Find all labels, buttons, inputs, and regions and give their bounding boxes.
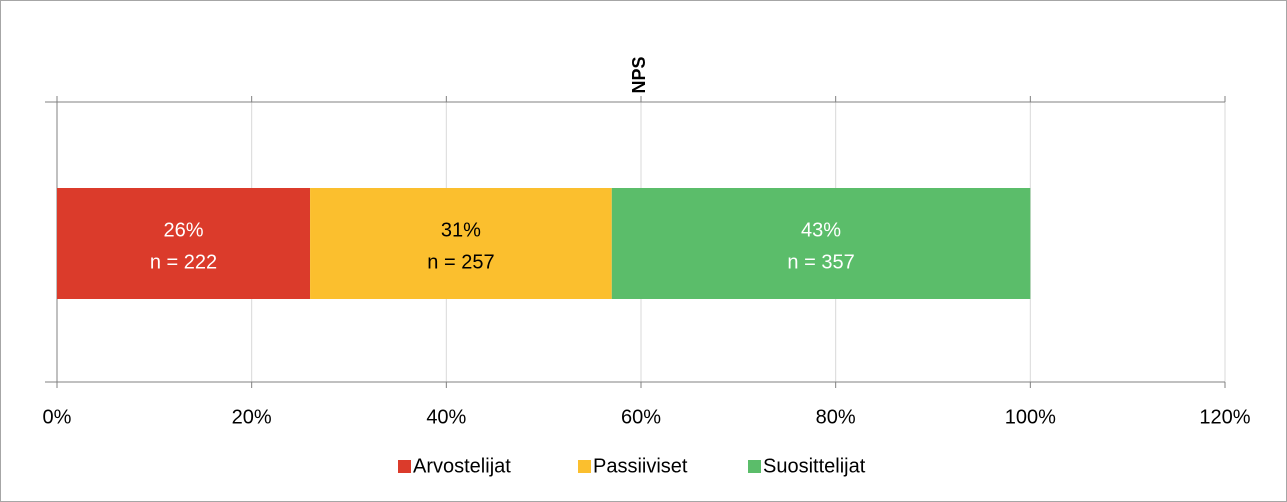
- data-label: n = 257: [427, 251, 494, 273]
- bar-segment: [57, 188, 311, 299]
- data-label: 31%: [441, 219, 481, 241]
- data-label: n = 357: [787, 251, 854, 273]
- bar-segment: [611, 188, 1031, 299]
- x-tick-label: 100%: [1005, 406, 1056, 428]
- chart-title: NPS: [629, 56, 649, 93]
- data-label: 26%: [164, 219, 204, 241]
- data-label: n = 222: [150, 251, 217, 273]
- legend-swatch: [398, 460, 411, 473]
- bar-segment: [310, 188, 612, 299]
- legend-label: Arvostelijat: [413, 455, 511, 477]
- x-tick-label: 80%: [816, 406, 856, 428]
- x-tick-label: 60%: [621, 406, 661, 428]
- data-label: 43%: [801, 219, 841, 241]
- x-tick-label: 20%: [232, 406, 272, 428]
- legend-label: Suosittelijat: [763, 455, 866, 477]
- x-tick-label: 120%: [1199, 406, 1250, 428]
- legend-swatch: [578, 460, 591, 473]
- legend-swatch: [748, 460, 761, 473]
- legend-label: Passiiviset: [593, 455, 688, 477]
- x-tick-label: 40%: [426, 406, 466, 428]
- x-tick-label: 0%: [43, 406, 72, 428]
